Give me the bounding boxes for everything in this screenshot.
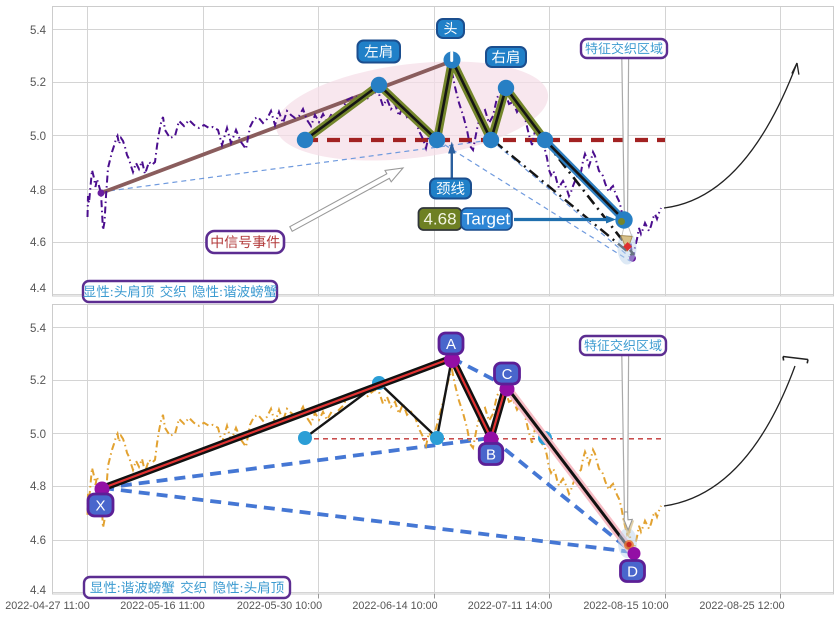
svg-text:2022-05-30 10:00: 2022-05-30 10:00 bbox=[237, 600, 322, 612]
svg-text:4.68: 4.68 bbox=[423, 210, 456, 229]
svg-text:X: X bbox=[95, 498, 105, 515]
svg-text:4.4: 4.4 bbox=[30, 585, 47, 597]
svg-text:2022-08-25 12:00: 2022-08-25 12:00 bbox=[699, 600, 784, 612]
svg-text:2022-08-15 10:00: 2022-08-15 10:00 bbox=[583, 600, 668, 612]
svg-text:4.8: 4.8 bbox=[30, 185, 46, 197]
svg-text:A: A bbox=[446, 336, 456, 353]
svg-text:2022-04-27 11:00: 2022-04-27 11:00 bbox=[5, 600, 89, 612]
svg-text:5.4: 5.4 bbox=[30, 323, 47, 335]
svg-text:B: B bbox=[486, 447, 496, 464]
svg-text:4.6: 4.6 bbox=[30, 535, 46, 547]
svg-text:5.0: 5.0 bbox=[30, 131, 46, 143]
svg-text:4.8: 4.8 bbox=[30, 481, 46, 493]
svg-text:2022-05-16 11:00: 2022-05-16 11:00 bbox=[120, 600, 204, 612]
svg-text:2022-06-14 10:00: 2022-06-14 10:00 bbox=[352, 600, 437, 612]
svg-text:C: C bbox=[502, 366, 513, 383]
svg-text:Target: Target bbox=[463, 210, 511, 229]
svg-text:4.4: 4.4 bbox=[30, 283, 47, 295]
svg-text:2022-07-11 14:00: 2022-07-11 14:00 bbox=[468, 600, 552, 612]
svg-text:D: D bbox=[627, 564, 638, 581]
svg-text:5.2: 5.2 bbox=[30, 375, 46, 387]
svg-text:4.6: 4.6 bbox=[30, 237, 46, 249]
svg-text:5.0: 5.0 bbox=[30, 429, 46, 441]
svg-text:5.4: 5.4 bbox=[30, 25, 47, 37]
svg-text:5.2: 5.2 bbox=[30, 77, 46, 89]
